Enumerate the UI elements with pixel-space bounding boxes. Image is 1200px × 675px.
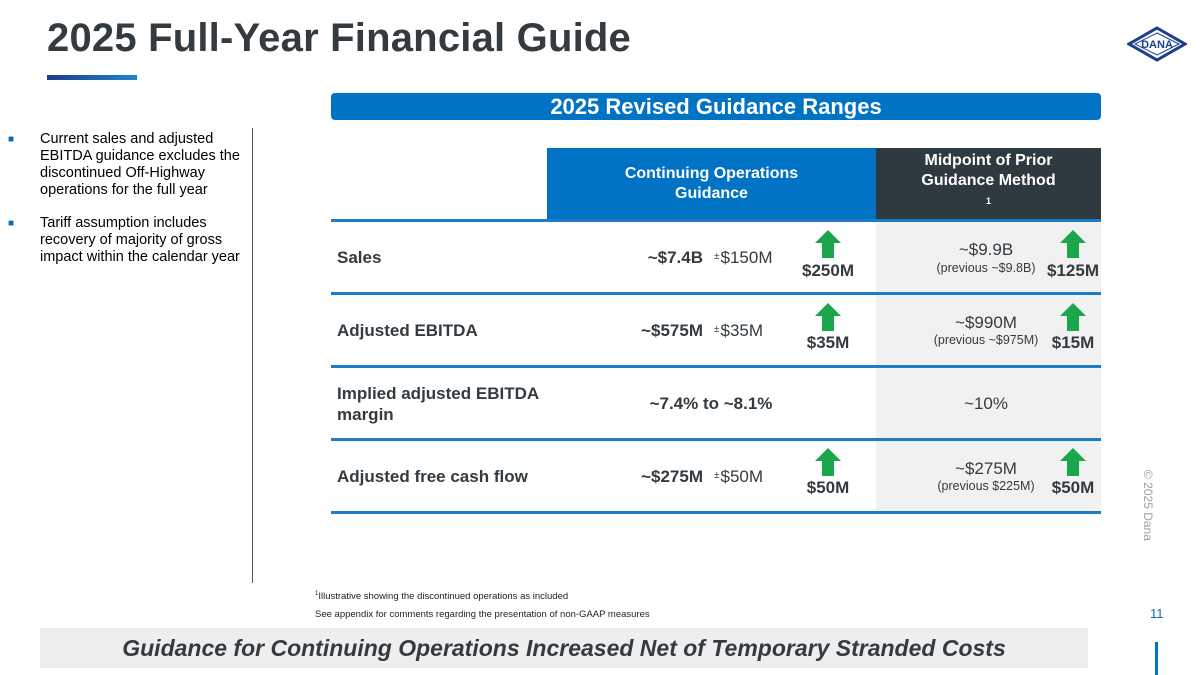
header-continuing-operations: Continuing Operations Guidance [547,148,876,220]
prior-cell-bg [876,295,1101,365]
copyright-text: © 2025 Dana [1141,470,1155,541]
ebitda-range: ±$35M [714,321,763,341]
header-text: Guidance [675,185,748,202]
sales-range-value: $150M [720,248,773,267]
square-bullet-icon: ■ [8,134,15,145]
plus-minus-sign: ± [714,470,720,481]
ebitda-prior-value: ~$990M [955,313,1017,332]
header-text: Guidance Method 1 [921,171,1055,216]
guidance-banner: 2025 Revised Guidance Ranges [331,93,1101,120]
row-label-line: margin [337,405,394,424]
header-prior-guidance: Midpoint of Prior Guidance Method 1 [876,148,1101,220]
row-label-free-cash-flow: Adjusted free cash flow [337,467,528,486]
sales-prior-increase: $125M [1047,261,1099,280]
arrow-up-icon [1060,230,1086,258]
row-label-implied-margin: Implied adjusted EBITDA margin [337,383,539,425]
arrow-up-icon [815,448,841,476]
bullet-text: Tariff assumption includes recovery of m… [40,215,240,265]
header-text: Midpoint of Prior [924,152,1053,170]
page-accent-line [1155,642,1158,675]
arrow-up-icon [815,230,841,258]
ebitda-increase: $35M [806,333,850,352]
row-label-line: Implied adjusted EBITDA [337,384,540,403]
fcf-prior-previous: (previous $225M) [937,479,1035,493]
bullet-text: Current sales and adjusted EBITDA guidan… [40,131,240,198]
logo-text: DANA [1141,39,1173,51]
ebitda-range-value: $35M [720,321,764,340]
footnote-1: 1Illustrative showing the discontinued o… [315,591,568,602]
title-underline [47,75,137,80]
ebitda-value: ~$575M [641,321,703,340]
arrow-up-icon [1060,303,1086,331]
row-divider [331,292,1101,295]
ebitda-prior-previous: (previous ~$975M) [933,333,1039,347]
square-bullet-icon: ■ [8,218,15,229]
footnote-text: Illustrative showing the discontinued op… [318,591,569,603]
sales-value: ~$7.4B [647,248,703,267]
dana-logo-icon: DANA [1127,26,1187,62]
list-item: ■ Current sales and adjusted EBITDA guid… [8,131,246,199]
fcf-increase: $50M [806,478,850,497]
row-label-adjusted-ebitda: Adjusted EBITDA [337,321,478,340]
vertical-divider [252,128,253,583]
ebitda-prior-increase: $15M [1051,333,1095,352]
fcf-prior-increase: $50M [1051,478,1095,497]
footnote-mark: 1 [985,196,991,207]
row-divider [331,438,1101,441]
header-text-part: Guidance Method [921,172,1056,190]
plus-minus-sign: ± [714,251,720,262]
sales-prior-value: ~$9.9B [958,240,1014,259]
fcf-range-value: $50M [720,467,764,486]
page-title: 2025 Full-Year Financial Guide [47,16,631,60]
fcf-value: ~$275M [641,467,703,486]
prior-cell-bg [876,368,1101,438]
header-text: Continuing Operations [624,165,799,182]
sales-prior-previous: (previous ~$9.8B) [936,261,1036,275]
row-divider [331,219,1101,222]
arrow-up-icon [815,303,841,331]
footnote-2: See appendix for comments regarding the … [315,609,650,620]
prior-cell-bg [876,441,1101,511]
sales-range: ±$150M [714,248,772,268]
footnote-mark: 1 [315,591,319,597]
bottom-message: Guidance for Continuing Operations Incre… [40,628,1088,668]
fcf-prior-value: ~$275M [955,459,1017,478]
row-label-sales: Sales [337,248,382,267]
sales-increase: $250M [802,261,854,280]
page-number: 11 [1150,606,1164,621]
row-divider [331,511,1101,514]
row-divider [331,365,1101,368]
list-item: ■ Tariff assumption includes recovery of… [8,215,246,266]
fcf-range: ±$50M [714,467,763,487]
arrow-up-icon [1060,448,1086,476]
margin-prior-value: ~10% [964,394,1008,413]
prior-cell-bg [876,222,1101,292]
notes-list: ■ Current sales and adjusted EBITDA guid… [8,131,246,282]
margin-value: ~7.4% to ~8.1% [649,394,773,413]
plus-minus-sign: ± [714,324,720,335]
